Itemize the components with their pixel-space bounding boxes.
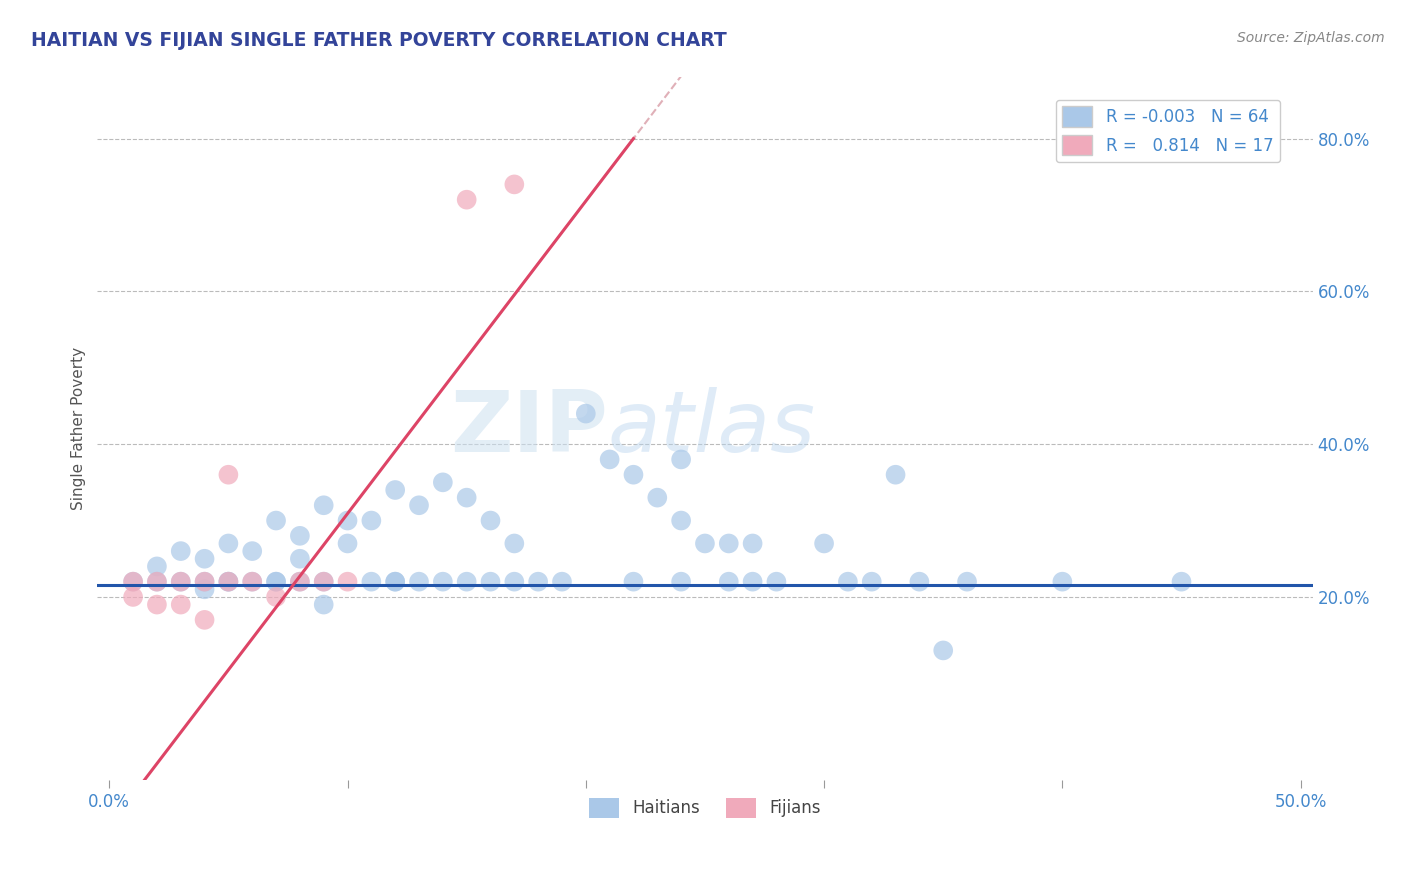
Point xyxy=(908,574,931,589)
Point xyxy=(240,574,263,589)
Point xyxy=(194,574,217,589)
Point xyxy=(170,544,193,558)
Point xyxy=(956,574,979,589)
Point xyxy=(860,574,883,589)
Point xyxy=(288,551,311,566)
Point xyxy=(408,574,430,589)
Point xyxy=(194,582,217,597)
Point xyxy=(765,574,787,589)
Point xyxy=(240,544,263,558)
Point xyxy=(645,491,668,505)
Point xyxy=(669,452,692,467)
Point xyxy=(479,574,502,589)
Point xyxy=(575,407,598,421)
Point xyxy=(456,491,478,505)
Point xyxy=(194,613,217,627)
Point xyxy=(312,574,335,589)
Point xyxy=(122,574,145,589)
Point xyxy=(503,536,526,550)
Point xyxy=(146,559,169,574)
Point xyxy=(384,483,406,497)
Point xyxy=(1052,574,1074,589)
Point xyxy=(623,574,645,589)
Point xyxy=(503,178,526,192)
Point xyxy=(932,643,955,657)
Point xyxy=(336,536,359,550)
Point xyxy=(432,475,454,490)
Point xyxy=(717,574,740,589)
Point xyxy=(240,574,263,589)
Point xyxy=(312,498,335,512)
Point xyxy=(312,598,335,612)
Point xyxy=(170,574,193,589)
Text: Source: ZipAtlas.com: Source: ZipAtlas.com xyxy=(1237,31,1385,45)
Point xyxy=(146,574,169,589)
Point xyxy=(669,514,692,528)
Point xyxy=(170,574,193,589)
Point xyxy=(217,574,239,589)
Point xyxy=(122,590,145,604)
Point xyxy=(551,574,574,589)
Point xyxy=(194,551,217,566)
Point xyxy=(217,467,239,482)
Point xyxy=(264,590,287,604)
Point xyxy=(837,574,859,589)
Legend: Haitians, Fijians: Haitians, Fijians xyxy=(583,791,827,825)
Point xyxy=(360,514,382,528)
Point xyxy=(479,514,502,528)
Text: atlas: atlas xyxy=(607,387,815,470)
Point xyxy=(693,536,716,550)
Point xyxy=(194,574,217,589)
Point xyxy=(741,574,763,589)
Point xyxy=(408,498,430,512)
Point xyxy=(432,574,454,589)
Y-axis label: Single Father Poverty: Single Father Poverty xyxy=(72,347,86,510)
Point xyxy=(312,574,335,589)
Text: HAITIAN VS FIJIAN SINGLE FATHER POVERTY CORRELATION CHART: HAITIAN VS FIJIAN SINGLE FATHER POVERTY … xyxy=(31,31,727,50)
Point xyxy=(1170,574,1192,589)
Point xyxy=(264,514,287,528)
Point xyxy=(336,574,359,589)
Point xyxy=(146,598,169,612)
Point xyxy=(217,574,239,589)
Point xyxy=(170,598,193,612)
Point xyxy=(336,514,359,528)
Point xyxy=(717,536,740,550)
Point xyxy=(884,467,907,482)
Point xyxy=(503,574,526,589)
Point xyxy=(599,452,621,467)
Point xyxy=(623,467,645,482)
Point xyxy=(288,574,311,589)
Point xyxy=(288,529,311,543)
Point xyxy=(669,574,692,589)
Point xyxy=(264,574,287,589)
Point xyxy=(217,536,239,550)
Point xyxy=(384,574,406,589)
Point xyxy=(384,574,406,589)
Point xyxy=(288,574,311,589)
Text: ZIP: ZIP xyxy=(450,387,607,470)
Point xyxy=(813,536,835,550)
Point xyxy=(217,574,239,589)
Point xyxy=(264,574,287,589)
Point xyxy=(360,574,382,589)
Point xyxy=(122,574,145,589)
Point xyxy=(741,536,763,550)
Point xyxy=(527,574,550,589)
Point xyxy=(456,574,478,589)
Point xyxy=(146,574,169,589)
Point xyxy=(456,193,478,207)
